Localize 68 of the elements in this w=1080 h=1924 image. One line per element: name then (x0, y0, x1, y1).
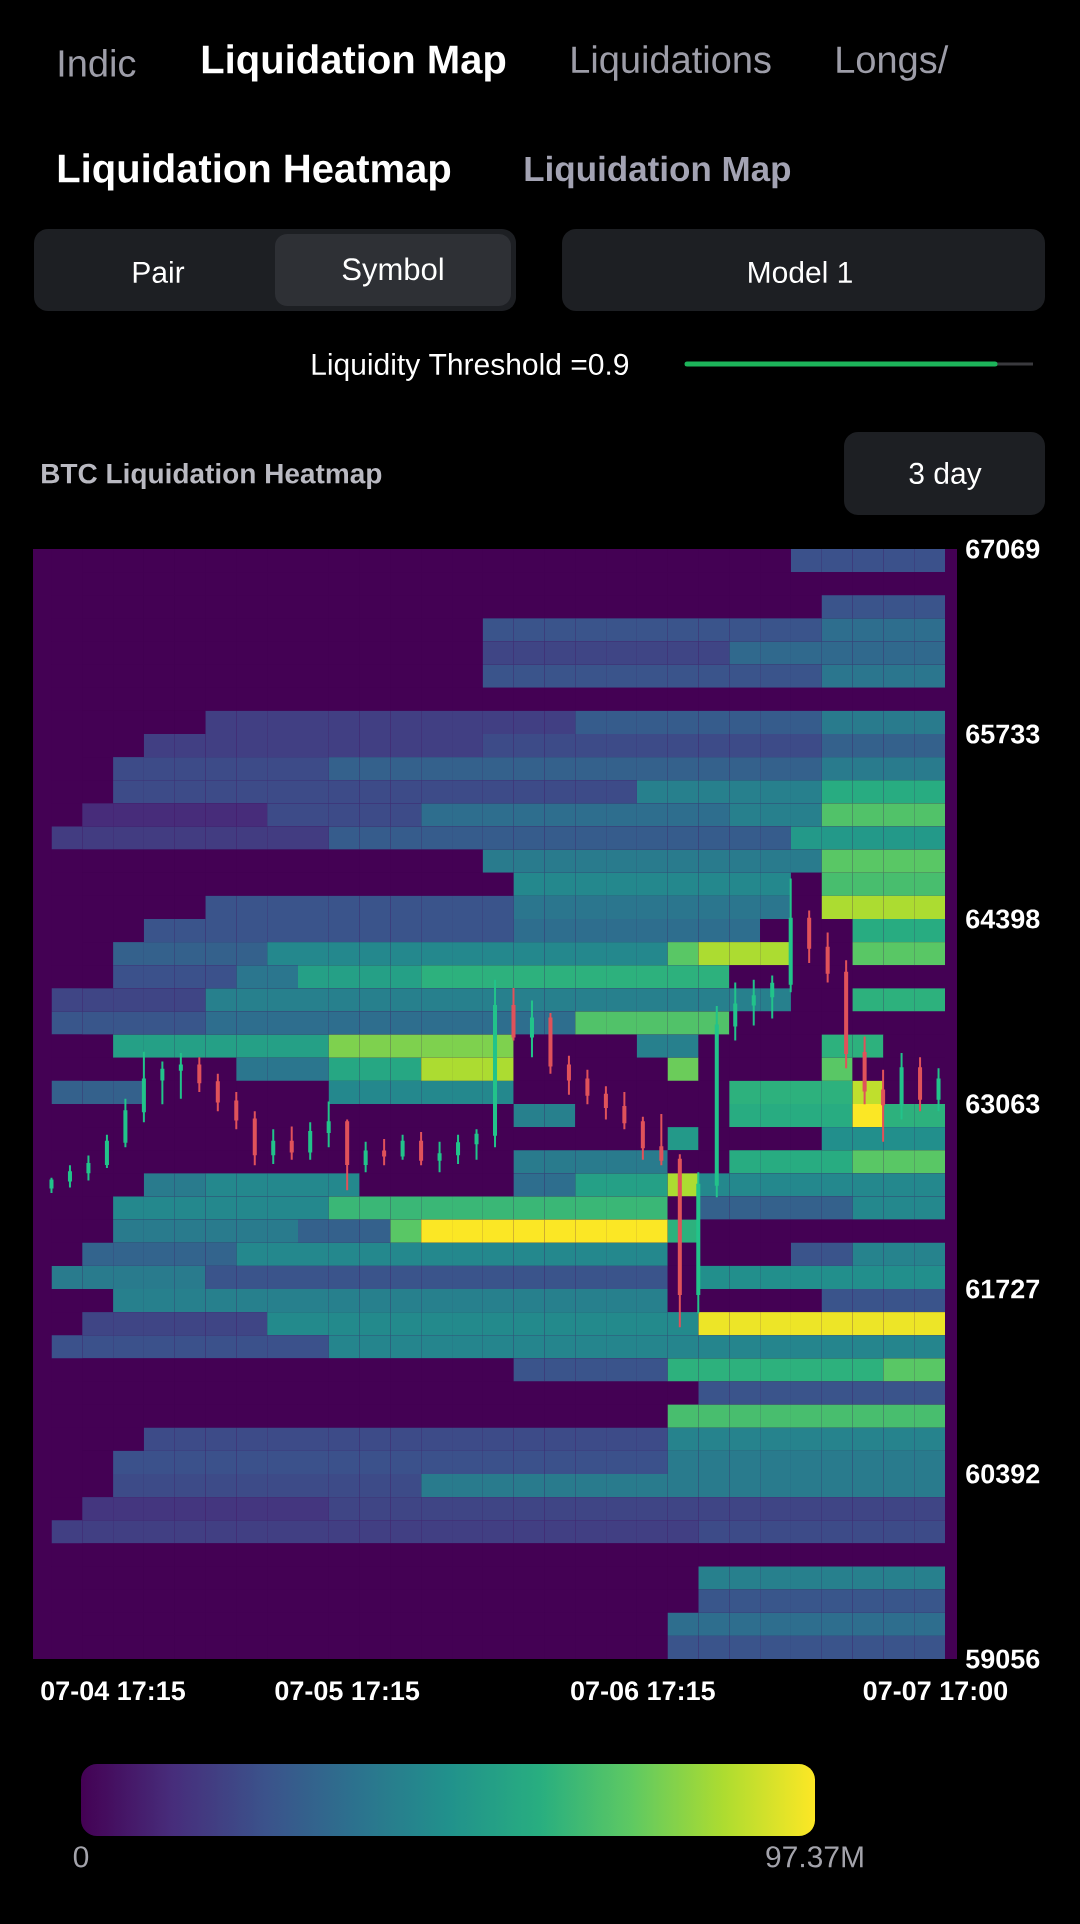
text: Liquidations (572, 45, 771, 81)
candlestick (382, 1137, 387, 1167)
text: Longs/ (837, 45, 949, 81)
candlestick (123, 1097, 128, 1149)
y-tick-label: 65733 (966, 724, 1040, 744)
candlestick (419, 1131, 424, 1167)
candlestick (234, 1090, 239, 1131)
color-bar-label: 97.37M (766, 1846, 863, 1868)
candlestick (751, 978, 756, 1027)
y-tick-label: 67069 (966, 539, 1040, 559)
candlestick (197, 1056, 202, 1093)
candlestick (271, 1128, 276, 1165)
x-tick-label: 07-07 17:00 (863, 1681, 1008, 1701)
text: Liquidation Map (202, 44, 506, 82)
candlestick (733, 981, 738, 1042)
text: Symbol (342, 257, 443, 287)
text: Liquidation Map (525, 155, 791, 189)
candlestick (788, 877, 793, 994)
x-tick-label: 07-06 17:15 (571, 1681, 715, 1701)
candlestick (345, 1118, 350, 1192)
y-tick-label: 64398 (966, 909, 1040, 929)
candlestick (918, 1056, 923, 1113)
candlestick (49, 1176, 54, 1194)
candlestick (770, 974, 775, 1020)
candlestick (308, 1121, 313, 1161)
candlestick (899, 1052, 904, 1121)
candlestick (659, 1113, 664, 1167)
candlestick (67, 1164, 72, 1189)
candlestick (86, 1154, 91, 1182)
candlestick (881, 1068, 886, 1143)
candlestick (289, 1125, 294, 1161)
text: Liquidation Heatmap (58, 153, 451, 191)
candlestick (474, 1128, 479, 1161)
text: Model 1 (749, 260, 852, 283)
text: Indic (59, 49, 136, 77)
candlestick (566, 1054, 571, 1096)
text: Pair (133, 260, 185, 283)
candlestick (511, 986, 516, 1042)
candlestick (640, 1115, 645, 1161)
candlestick (363, 1140, 368, 1174)
y-tick-label: 61727 (966, 1279, 1040, 1299)
candlestick (529, 999, 534, 1059)
x-tick-label: 07-05 17:15 (275, 1681, 420, 1701)
candlestick (160, 1060, 165, 1106)
candlestick (437, 1140, 442, 1174)
candlestick (862, 1035, 867, 1106)
y-tick-label: 59056 (966, 1649, 1040, 1669)
candlestick (603, 1085, 608, 1121)
candlestick (326, 1100, 331, 1149)
candlestick (400, 1133, 405, 1161)
chart-title: BTC Liquidation Heatmap (42, 462, 382, 490)
candlestick (215, 1072, 220, 1113)
text: 3 day (909, 462, 982, 490)
candlestick (141, 1050, 146, 1124)
candlestick (104, 1133, 109, 1170)
candlestick (585, 1068, 590, 1106)
candlestick (825, 931, 830, 984)
y-tick-label: 63063 (966, 1094, 1040, 1114)
candlestick (178, 1052, 183, 1100)
candlestick (456, 1133, 461, 1165)
candlestick (807, 909, 812, 965)
candlestick (252, 1110, 257, 1167)
text: Liquidity Threshold =0.9 (312, 353, 629, 381)
candlestick (936, 1067, 941, 1113)
x-tick-label: 07-04 17:15 (41, 1681, 185, 1701)
candlestick (622, 1090, 627, 1131)
color-bar-label: 0 (73, 1846, 89, 1868)
y-tick-label: 60392 (966, 1464, 1040, 1484)
